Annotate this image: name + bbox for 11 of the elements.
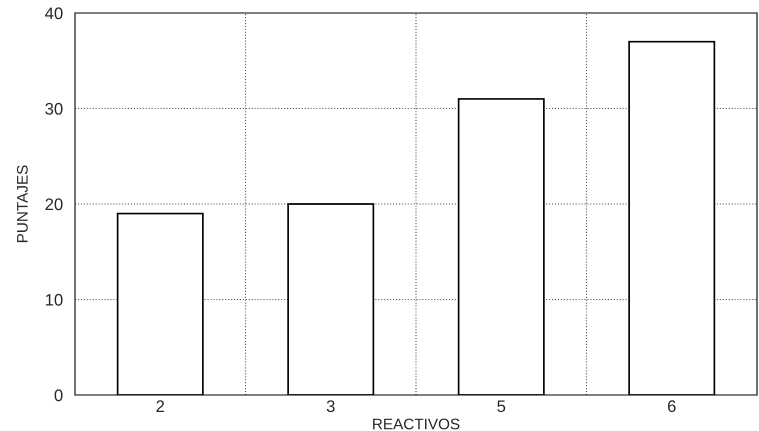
y-tick-label: 10 [46, 294, 63, 306]
y-tick-label: 30 [45, 102, 63, 115]
y-tick-label: 20 [45, 198, 63, 210]
x-tick-label: 5 [497, 400, 506, 412]
x-tick-label: 6 [668, 400, 676, 412]
x-tick-label: 3 [326, 400, 335, 412]
y-tick-label: 0 [54, 389, 63, 402]
y-tick-label: 40 [45, 7, 63, 20]
y-axis-title: PUNTAJES [16, 165, 28, 242]
x-tick-label: 2 [156, 400, 164, 412]
x-axis-title: REACTIVOS [373, 418, 460, 430]
